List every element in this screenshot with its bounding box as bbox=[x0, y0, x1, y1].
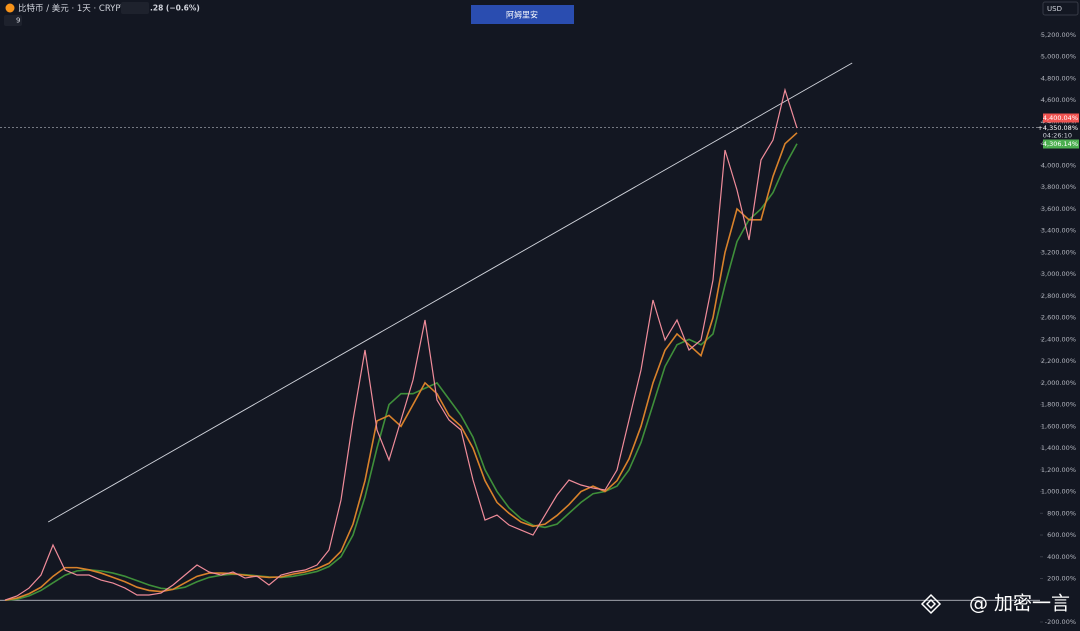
watermark-logo bbox=[920, 593, 942, 615]
trendline bbox=[47, 62, 853, 523]
coin-icon bbox=[5, 3, 15, 13]
y-tick-label: 1,000.00% bbox=[1041, 488, 1076, 496]
y-tick-label: 1,200.00% bbox=[1041, 466, 1076, 474]
watermark: @ 加密一言 bbox=[969, 593, 1070, 615]
currency: USD bbox=[1047, 5, 1062, 13]
y-tick-label: 1,600.00% bbox=[1041, 422, 1076, 430]
y-tick-label: 4,000.00% bbox=[1041, 161, 1076, 169]
indicator-count: 9 bbox=[16, 17, 20, 25]
y-tick-label: 5,000.00% bbox=[1041, 53, 1076, 61]
y-tick-label: -200.00% bbox=[1045, 618, 1076, 626]
series-line bbox=[4, 87, 798, 601]
y-tick-label: 800.00% bbox=[1047, 509, 1076, 517]
y-tick-label: 3,600.00% bbox=[1041, 205, 1076, 213]
y-tick-label: 3,400.00% bbox=[1041, 227, 1076, 235]
series-line bbox=[4, 132, 798, 602]
y-tick-label: 2,200.00% bbox=[1041, 357, 1076, 365]
y-tick-label: 2,400.00% bbox=[1041, 335, 1076, 343]
y-tick-label: 200.00% bbox=[1047, 574, 1076, 582]
y-tick-label: 2,800.00% bbox=[1041, 292, 1076, 300]
price-label: +4,350.08% bbox=[1037, 124, 1078, 132]
y-tick-label: 5,200.00% bbox=[1041, 31, 1076, 39]
price-tag bbox=[1043, 123, 1079, 133]
change: .28 (−0.6%) bbox=[150, 4, 200, 13]
indicator-toggle[interactable] bbox=[4, 15, 22, 26]
y-tick-label: 1,800.00% bbox=[1041, 401, 1076, 409]
price-label: 4,400.04% bbox=[1043, 114, 1078, 122]
price-tag bbox=[1043, 113, 1079, 123]
button-label: 阿姆里安 bbox=[506, 10, 538, 20]
symbol[interactable]: 比特币 / 美元 · 1天 · CRYPTO bbox=[18, 3, 133, 14]
y-tick-label: 2,600.00% bbox=[1041, 314, 1076, 322]
y-tick-label: 400.00% bbox=[1047, 553, 1076, 561]
y-tick-label: 2,000.00% bbox=[1041, 379, 1076, 387]
countdown: 04:26:10 bbox=[1043, 132, 1072, 140]
y-tick-label: 4,800.00% bbox=[1041, 74, 1076, 82]
button[interactable] bbox=[471, 5, 574, 24]
price-label: 4,306.14% bbox=[1043, 140, 1078, 148]
y-tick-label: 3,800.00% bbox=[1041, 183, 1076, 191]
price-tag bbox=[1043, 139, 1079, 149]
toolbar[interactable] bbox=[121, 2, 149, 14]
y-tick-label: 3,000.00% bbox=[1041, 270, 1076, 278]
y-tick-label: 3,200.00% bbox=[1041, 248, 1076, 256]
series-line bbox=[4, 143, 798, 602]
y-tick-label: 4,600.00% bbox=[1041, 96, 1076, 104]
y-tick-label: 600.00% bbox=[1047, 531, 1076, 539]
currency-select[interactable] bbox=[1042, 1, 1079, 16]
y-tick-label: 1,400.00% bbox=[1041, 444, 1076, 452]
